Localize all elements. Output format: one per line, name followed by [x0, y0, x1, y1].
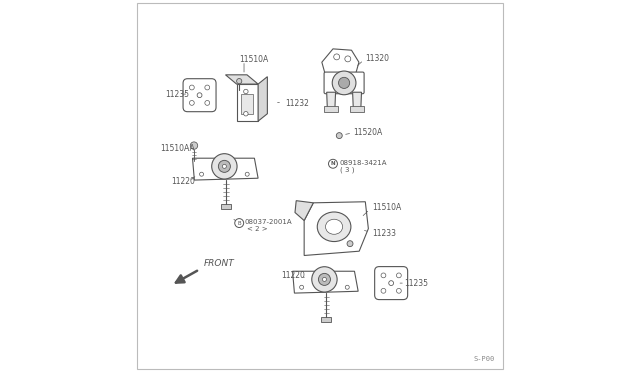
Circle shape — [345, 285, 349, 289]
Text: 11510A: 11510A — [372, 203, 401, 212]
Circle shape — [212, 154, 237, 179]
Circle shape — [218, 160, 230, 172]
Circle shape — [339, 77, 349, 89]
Text: 11232: 11232 — [285, 99, 308, 108]
Polygon shape — [322, 49, 359, 76]
Circle shape — [300, 285, 303, 289]
Circle shape — [205, 85, 210, 90]
Circle shape — [222, 164, 227, 169]
Circle shape — [244, 89, 248, 94]
Text: N: N — [331, 161, 335, 166]
Circle shape — [244, 112, 248, 116]
Text: 08037-2001A: 08037-2001A — [244, 219, 292, 225]
Polygon shape — [237, 84, 258, 121]
Circle shape — [336, 133, 342, 138]
Text: ( 3 ): ( 3 ) — [340, 166, 355, 173]
FancyBboxPatch shape — [350, 106, 364, 112]
Circle shape — [235, 219, 244, 228]
Polygon shape — [326, 92, 335, 110]
Text: 11220: 11220 — [281, 271, 305, 280]
Text: 11235: 11235 — [165, 90, 189, 99]
Circle shape — [333, 54, 340, 60]
Circle shape — [381, 288, 386, 293]
Circle shape — [345, 56, 351, 62]
Text: 11320: 11320 — [365, 54, 390, 63]
Circle shape — [328, 159, 337, 168]
Text: 11235: 11235 — [404, 279, 428, 288]
Circle shape — [388, 281, 394, 285]
Text: 08918-3421A: 08918-3421A — [339, 160, 387, 166]
FancyBboxPatch shape — [241, 94, 253, 115]
FancyBboxPatch shape — [221, 204, 231, 209]
Ellipse shape — [317, 212, 351, 241]
Circle shape — [189, 85, 195, 90]
Text: FRONT: FRONT — [204, 259, 234, 268]
FancyBboxPatch shape — [183, 79, 216, 112]
Text: 11220: 11220 — [171, 177, 195, 186]
Circle shape — [237, 78, 242, 84]
FancyBboxPatch shape — [321, 317, 332, 323]
Circle shape — [245, 172, 249, 176]
Circle shape — [312, 267, 337, 292]
Polygon shape — [304, 202, 369, 256]
Circle shape — [381, 273, 386, 278]
Text: 11233: 11233 — [372, 228, 396, 238]
Circle shape — [347, 241, 353, 247]
Polygon shape — [258, 77, 268, 121]
Text: 11520A: 11520A — [353, 128, 383, 137]
Circle shape — [200, 172, 204, 176]
FancyBboxPatch shape — [324, 72, 364, 94]
Text: < 2 >: < 2 > — [246, 226, 268, 232]
Polygon shape — [353, 92, 362, 110]
Text: B: B — [237, 221, 241, 225]
Polygon shape — [292, 271, 358, 293]
Text: 11510A: 11510A — [239, 55, 269, 64]
Circle shape — [332, 71, 356, 95]
Circle shape — [323, 278, 326, 281]
FancyBboxPatch shape — [324, 106, 338, 112]
Polygon shape — [193, 158, 258, 180]
Circle shape — [319, 273, 330, 285]
FancyBboxPatch shape — [374, 267, 408, 299]
Circle shape — [190, 142, 198, 149]
Circle shape — [189, 100, 195, 105]
Text: 11510AA: 11510AA — [160, 144, 195, 153]
Text: S-P00: S-P00 — [474, 356, 495, 362]
Circle shape — [396, 288, 401, 293]
Polygon shape — [295, 201, 314, 221]
Circle shape — [396, 273, 401, 278]
Circle shape — [197, 93, 202, 97]
Circle shape — [205, 100, 210, 105]
Ellipse shape — [326, 219, 342, 234]
Polygon shape — [225, 75, 258, 84]
